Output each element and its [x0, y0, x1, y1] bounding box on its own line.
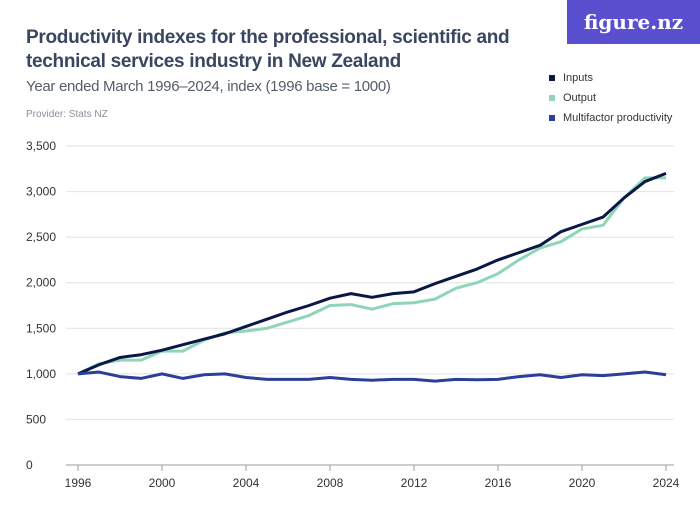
- legend: Inputs Output Multifactor productivity: [549, 68, 672, 128]
- y-tick-label: 3,500: [26, 139, 56, 153]
- legend-label: Multifactor productivity: [563, 112, 673, 124]
- legend-item-multifactor: Multifactor productivity: [549, 108, 672, 128]
- y-tick-label: 0: [26, 458, 33, 472]
- legend-swatch: [549, 95, 555, 101]
- series-line-multifactor-productivity: [77, 370, 667, 383]
- y-tick-label: 2,500: [26, 230, 56, 244]
- y-tick-label: 3,000: [26, 185, 56, 199]
- y-tick-label: 1,500: [26, 321, 56, 335]
- x-tick-label: 2004: [233, 476, 260, 490]
- x-tick-label: 2012: [401, 476, 428, 490]
- x-tick-label: 2016: [485, 476, 512, 490]
- chart-title: Productivity indexes for the professiona…: [26, 27, 510, 72]
- chart-subtitle: Year ended March 1996–2024, index (1996 …: [26, 78, 391, 95]
- x-tick-label: 2024: [653, 476, 680, 490]
- y-tick-label: 2,000: [26, 276, 56, 290]
- legend-label: Inputs: [563, 72, 593, 84]
- provider-label: Provider: Stats NZ: [26, 109, 108, 120]
- series-line-inputs: [77, 171, 667, 376]
- x-tick-label: 2008: [317, 476, 344, 490]
- x-tick-label: 1996: [65, 476, 92, 490]
- legend-item-output: Output: [549, 88, 672, 108]
- y-tick-label: 1,000: [26, 367, 56, 381]
- legend-label: Output: [563, 92, 597, 104]
- y-tick-label: 500: [26, 412, 46, 426]
- legend-swatch: [549, 115, 555, 121]
- legend-item-inputs: Inputs: [549, 68, 672, 88]
- x-tick-label: 2020: [569, 476, 596, 490]
- x-tick-label: 2000: [149, 476, 176, 490]
- series-line-output: [77, 176, 666, 376]
- figure-nz-logo[interactable]: figure.nz: [567, 0, 700, 44]
- legend-swatch: [549, 75, 555, 81]
